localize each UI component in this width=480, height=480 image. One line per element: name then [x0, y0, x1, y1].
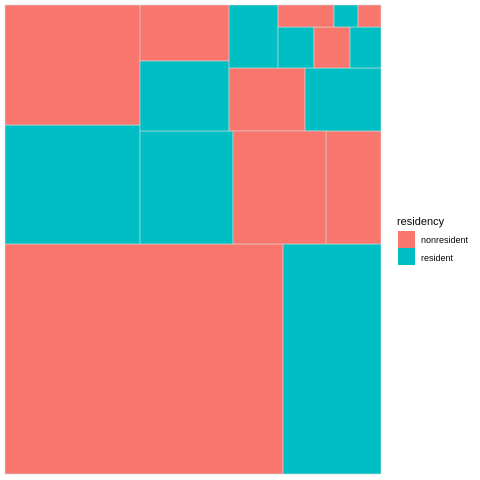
treemap-tile-resident — [228, 4, 279, 69]
treemap-tile-nonresident — [4, 4, 141, 126]
treemap-tile-nonresident — [277, 4, 335, 28]
legend-title: residency — [397, 216, 445, 228]
treemap-tiles — [4, 4, 382, 475]
treemap-tile-resident — [139, 60, 230, 132]
treemap-tile-resident — [333, 4, 359, 28]
legend-label-resident: resident — [421, 253, 454, 263]
treemap-tile-nonresident — [325, 130, 382, 245]
treemap-tile-resident — [139, 130, 234, 245]
legend: residency nonresident resident — [397, 216, 469, 265]
treemap-tile-nonresident — [139, 4, 230, 62]
treemap-tile-resident — [282, 243, 382, 475]
treemap-tile-nonresident — [357, 4, 382, 28]
treemap-tile-nonresident — [4, 243, 284, 475]
legend-label-nonresident: nonresident — [421, 235, 469, 245]
treemap-tile-resident — [277, 26, 315, 69]
treemap-tile-resident — [349, 26, 382, 69]
legend-swatch-resident — [398, 248, 415, 265]
treemap-tile-resident — [4, 124, 141, 245]
treemap-tile-nonresident — [232, 130, 327, 245]
legend-swatch-nonresident — [398, 231, 415, 248]
treemap-tile-resident — [304, 67, 382, 132]
treemap-tile-nonresident — [228, 67, 306, 132]
treemap-tile-nonresident — [313, 26, 351, 69]
